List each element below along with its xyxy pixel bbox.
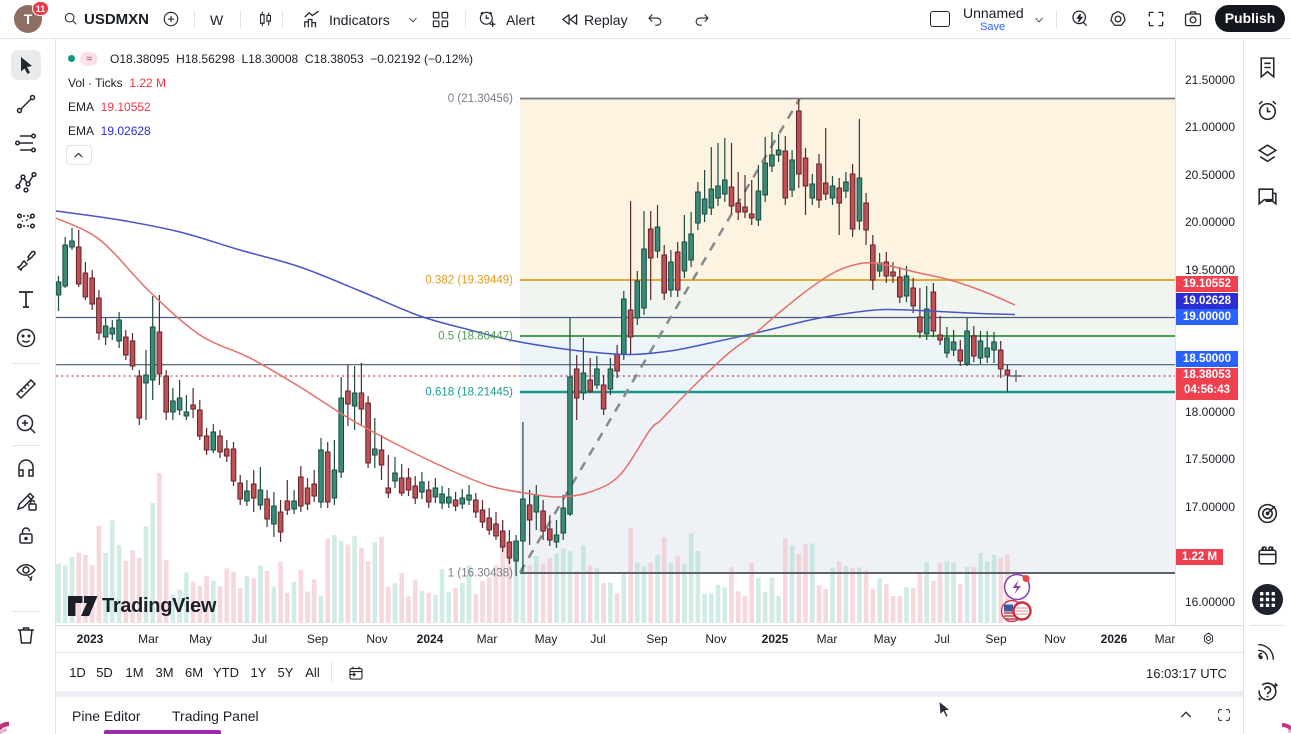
svg-text:0.618 (18.21445): 0.618 (18.21445) bbox=[425, 387, 513, 399]
svg-text:1 (16.30438): 1 (16.30438) bbox=[448, 568, 513, 580]
svg-text:0.5 (18.80447): 0.5 (18.80447) bbox=[438, 331, 513, 343]
svg-text:0.382 (19.39449): 0.382 (19.39449) bbox=[425, 275, 513, 287]
svg-text:TradingView: TradingView bbox=[102, 595, 217, 617]
svg-text:0 (21.30456): 0 (21.30456) bbox=[448, 93, 513, 105]
